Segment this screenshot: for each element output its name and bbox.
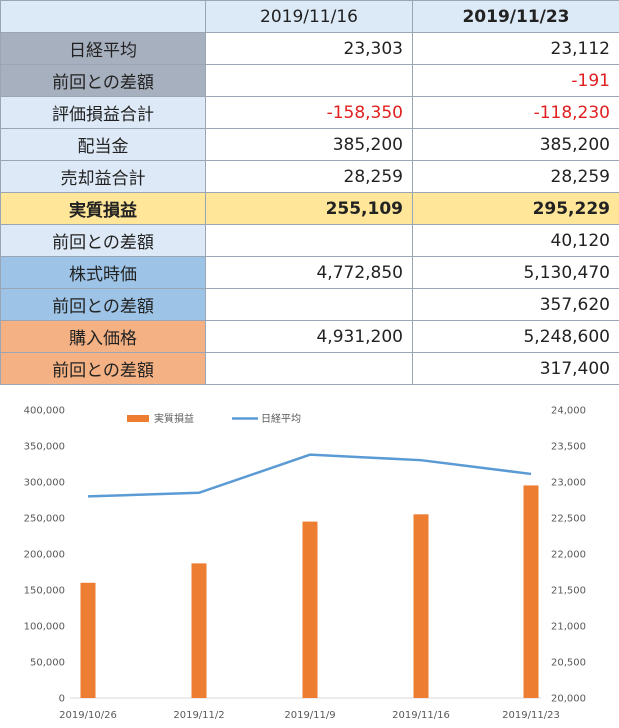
row-label: 株式時価 [0,256,206,289]
row-label: 評価損益合計 [0,96,206,129]
value-cell: 385,200 [205,128,413,161]
table-row: 実質損益 255,109 295,229 [0,192,619,225]
y-left-tick-label: 300,000 [24,478,65,489]
value-cell: 385,200 [412,128,619,161]
row-label: 購入価格 [0,320,206,353]
bar-実質損益 [302,521,318,698]
x-tick-label: 2019/11/23 [502,710,560,721]
row-label: 日経平均 [0,32,206,65]
value-cell: 23,303 [205,32,413,65]
summary-table-body: 2019/11/16 2019/11/23 日経平均 23,303 23,112 前回… [0,0,619,385]
table-row: 配当金 385,200 385,200 [0,128,619,161]
value-cell: -191 [412,64,619,97]
x-tick-label: 2019/11/9 [284,710,335,721]
value-cell: 255,109 [205,192,413,225]
value-cell: 295,229 [412,192,619,225]
y-left-tick-label: 50,000 [30,658,65,669]
value-cell: 5,248,600 [412,320,619,353]
value-cell: 28,259 [412,160,619,193]
y-left-tick-label: 100,000 [24,622,65,633]
x-tick-label: 2019/10/26 [59,710,117,721]
x-tick-label: 2019/11/16 [392,710,450,721]
y-right-tick-label: 21,500 [551,586,586,597]
table-row: 前回との差額 -191 [0,64,619,97]
y-left-tick-label: 400,000 [24,406,65,417]
value-cell: 23,112 [412,32,619,65]
table-header-row: 2019/11/16 2019/11/23 [0,0,619,33]
table-row: 売却益合計 28,259 28,259 [0,160,619,193]
header-date-1: 2019/11/16 [205,0,413,33]
value-cell: -158,350 [205,96,413,129]
value-cell: -118,230 [412,96,619,129]
header-date-2: 2019/11/23 [412,0,619,33]
table-row: 評価損益合計 -158,350 -118,230 [0,96,619,129]
value-cell: 28,259 [205,160,413,193]
y-left-tick-label: 350,000 [24,442,65,453]
row-label: 配当金 [0,128,206,161]
y-left-tick-label: 250,000 [24,514,65,525]
table-row: 日経平均 23,303 23,112 [0,32,619,65]
legend-label-line: 日経平均 [261,412,301,425]
value-cell: 357,620 [412,288,619,321]
row-label: 売却益合計 [0,160,206,193]
value-cell: 4,772,850 [205,256,413,289]
y-left-tick-label: 0 [59,694,65,705]
value-cell [205,288,413,321]
y-right-tick-label: 23,500 [551,442,586,453]
combo-chart: 0 50,000 100,000 150,000 200,000 250,000 300,0… [24,406,586,722]
y-right-tick-label: 21,000 [551,622,586,633]
row-label: 前回との差額 [0,288,206,321]
value-cell [205,352,413,385]
x-tick-label: 2019/11/2 [173,710,224,721]
value-cell: 40,120 [412,224,619,257]
table-row: 株式時価 4,772,850 5,130,470 [0,256,619,289]
value-cell: 317,400 [412,352,619,385]
header-corner-cell [0,0,206,33]
legend-swatch-bar [127,415,149,422]
table-row: 前回との差額 357,620 [0,288,619,321]
value-cell [205,64,413,97]
bar-実質損益 [413,514,429,698]
y-left-tick-label: 150,000 [24,586,65,597]
summary-table: 2019/11/16 2019/11/23 日経平均 23,303 23,112 前回… [0,0,619,385]
value-cell [205,224,413,257]
row-label: 前回との差額 [0,352,206,385]
bar-実質損益 [80,582,96,698]
legend-label-bar: 実質損益 [154,412,194,425]
line-日経平均 [87,453,532,498]
table-row: 購入価格 4,931,200 5,248,600 [0,320,619,353]
bar-実質損益 [523,485,539,698]
y-right-tick-label: 22,500 [551,514,586,525]
table-row: 前回との差額 40,120 [0,224,619,257]
row-label: 実質損益 [0,192,206,225]
value-cell: 4,931,200 [205,320,413,353]
y-right-tick-label: 22,000 [551,550,586,561]
y-right-tick-label: 24,000 [551,406,586,417]
y-right-tick-label: 23,000 [551,478,586,489]
y-right-tick-label: 20,000 [551,694,586,705]
row-label: 前回との差額 [0,64,206,97]
table-row: 前回との差額 317,400 [0,352,619,385]
value-cell: 5,130,470 [412,256,619,289]
y-left-tick-label: 200,000 [24,550,65,561]
row-label: 前回との差額 [0,224,206,257]
y-right-tick-label: 20,500 [551,658,586,669]
bar-実質損益 [191,563,207,698]
